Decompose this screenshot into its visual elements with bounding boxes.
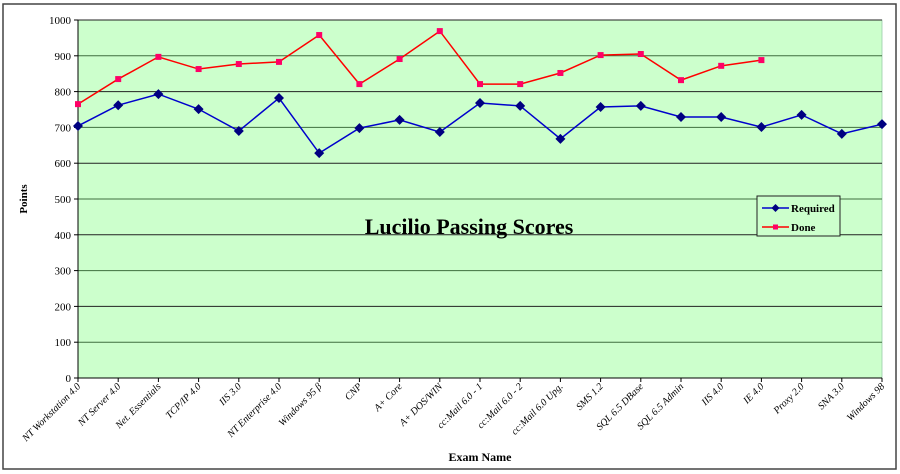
y-tick-label: 1000 <box>49 15 72 27</box>
data-point <box>836 128 847 139</box>
data-point <box>637 51 644 58</box>
y-tick-label: 600 <box>55 158 72 170</box>
data-point <box>356 81 363 88</box>
data-point <box>877 119 887 130</box>
legend-required-label: Required <box>791 203 835 215</box>
data-point <box>195 66 202 73</box>
legend: Required Done <box>756 195 841 237</box>
data-point <box>436 28 443 35</box>
legend-done-marker <box>773 224 778 230</box>
y-tick-label: 400 <box>55 230 72 242</box>
data-point <box>557 69 564 76</box>
legend-required-marker <box>771 204 780 212</box>
data-point <box>394 114 405 125</box>
data-point <box>477 81 483 88</box>
y-tick-label: 800 <box>55 87 72 99</box>
series-required <box>73 89 887 159</box>
data-point <box>115 76 122 83</box>
y-tick-label: 300 <box>55 266 72 278</box>
y-tick-label: 100 <box>55 337 72 349</box>
data-point <box>396 56 403 63</box>
chart-title: Lucilio Passing Scores <box>365 214 574 239</box>
data-point <box>235 61 242 68</box>
data-point <box>153 89 164 100</box>
data-point <box>515 100 526 111</box>
data-point <box>635 100 646 111</box>
data-point <box>314 148 325 159</box>
data-point <box>316 32 323 39</box>
data-point <box>756 122 767 133</box>
y-tick-label: 200 <box>55 301 72 313</box>
y-tick-label: 900 <box>55 51 72 63</box>
data-point <box>517 81 524 88</box>
series-line <box>77 30 762 105</box>
x-axis-label: Exam Name <box>449 450 513 464</box>
data-point <box>718 62 725 69</box>
data-point <box>475 98 485 109</box>
legend-box <box>756 195 841 237</box>
data-point <box>678 77 684 84</box>
data-point <box>75 101 81 108</box>
data-point <box>233 125 244 136</box>
y-tick-label: 0 <box>66 373 72 385</box>
data-point <box>274 93 284 104</box>
data-point <box>676 112 686 123</box>
data-point <box>555 133 566 144</box>
legend-done-label: Done <box>791 222 816 234</box>
data-point <box>73 120 83 131</box>
data-point <box>193 104 204 115</box>
data-point <box>434 127 445 138</box>
data-point <box>155 53 162 60</box>
series-done <box>75 28 765 108</box>
data-point <box>354 123 365 134</box>
y-tick-label: 700 <box>55 122 72 134</box>
data-point <box>716 112 727 123</box>
y-tick-label: 500 <box>55 194 72 206</box>
data-point <box>276 58 282 65</box>
y-axis-label: Points <box>18 184 30 214</box>
data-point <box>597 52 604 59</box>
data-point <box>595 101 606 112</box>
data-point <box>758 57 765 64</box>
data-point <box>113 100 124 111</box>
data-point <box>796 109 807 120</box>
